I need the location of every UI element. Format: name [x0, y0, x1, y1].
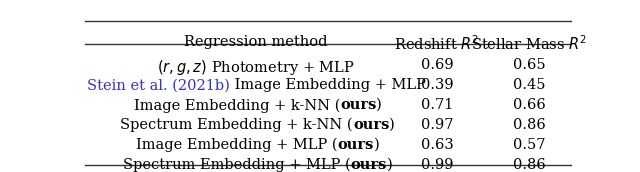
Text: 0.65: 0.65: [513, 58, 545, 72]
Text: 0.57: 0.57: [513, 138, 545, 152]
Text: ours: ours: [353, 118, 389, 132]
Text: 0.39: 0.39: [421, 78, 453, 92]
Text: ): ): [374, 138, 380, 152]
Text: ): ): [389, 118, 395, 132]
Text: Image Embedding + MLP (: Image Embedding + MLP (: [136, 138, 337, 152]
Text: ): ): [376, 98, 382, 112]
Text: $(r, g, z)$ Photometry + MLP: $(r, g, z)$ Photometry + MLP: [157, 58, 355, 77]
Text: 0.69: 0.69: [421, 58, 453, 72]
Text: ): ): [387, 158, 393, 172]
Text: Spectrum Embedding + k-NN (: Spectrum Embedding + k-NN (: [120, 118, 353, 132]
Text: 0.66: 0.66: [513, 98, 545, 112]
Text: 0.86: 0.86: [513, 118, 545, 132]
Text: 0.45: 0.45: [513, 78, 545, 92]
Text: Stein et al. (2021b): Stein et al. (2021b): [88, 78, 230, 92]
Text: Spectrum Embedding + MLP (: Spectrum Embedding + MLP (: [123, 158, 351, 172]
Text: 0.63: 0.63: [420, 138, 454, 152]
Text: 0.71: 0.71: [421, 98, 453, 112]
Text: Image Embedding + MLP: Image Embedding + MLP: [230, 78, 426, 92]
Text: Regression method: Regression method: [184, 35, 328, 49]
Text: ours: ours: [351, 158, 387, 172]
Text: Redshift $R^2$: Redshift $R^2$: [394, 35, 480, 53]
Text: Stellar Mass $R^2$: Stellar Mass $R^2$: [470, 35, 587, 53]
Text: ours: ours: [337, 138, 374, 152]
Text: ours: ours: [340, 98, 376, 112]
Text: Image Embedding + k-NN (: Image Embedding + k-NN (: [134, 98, 340, 112]
Text: 0.97: 0.97: [421, 118, 453, 132]
Text: 0.99: 0.99: [421, 158, 453, 172]
Text: 0.86: 0.86: [513, 158, 545, 172]
